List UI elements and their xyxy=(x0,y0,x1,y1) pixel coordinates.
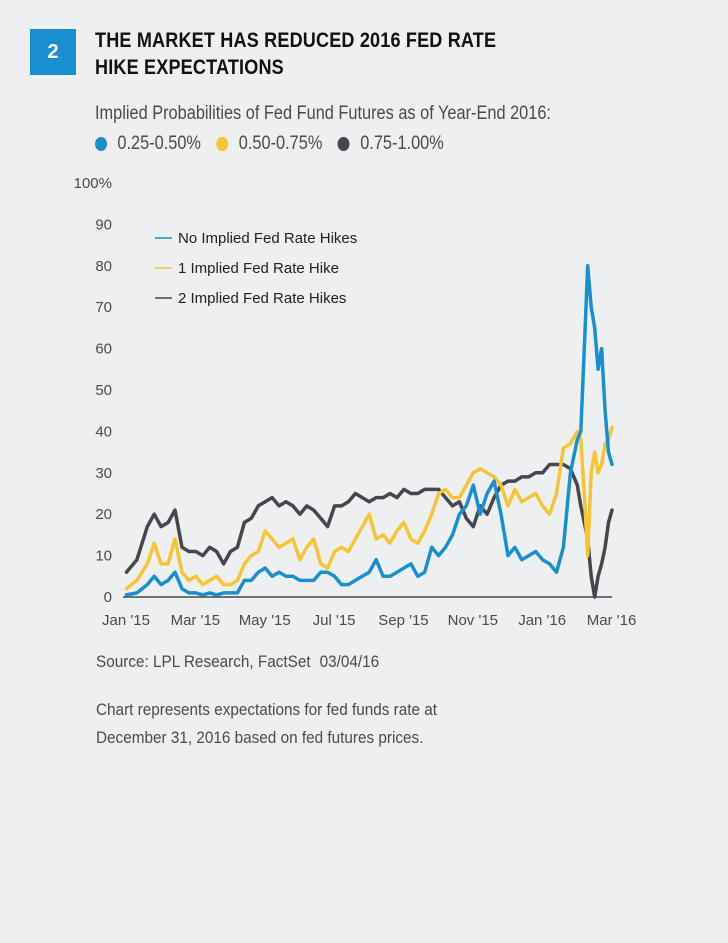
x-tick-label: Mar '15 xyxy=(171,612,221,629)
series-lines xyxy=(124,264,614,599)
y-axis-ticks: 0 10 20 30 40 50 60 70 80 90 100% xyxy=(74,175,112,606)
legend-label: No Implied Fed Rate Hikes xyxy=(178,230,357,247)
legend-label: 1 Implied Fed Rate Hike xyxy=(178,260,339,277)
rate-legend-label: 0.25-0.50% xyxy=(117,133,201,154)
legend-label: 2 Implied Fed Rate Hikes xyxy=(178,290,346,307)
source-text: Source: LPL Research, FactSet xyxy=(96,652,311,671)
y-tick-label: 0 xyxy=(104,589,112,606)
rate-legend-label: 0.75-1.00% xyxy=(360,133,444,154)
x-axis-ticks: Jan '15 Mar '15 May '15 Jul '15 Sep '15 Nov '… xyxy=(102,612,636,629)
y-tick-label: 100% xyxy=(74,175,112,192)
x-tick-label: Jul '15 xyxy=(313,612,356,629)
series-line-no-implied-fed-rate-hikes xyxy=(124,264,614,597)
y-tick-label: 40 xyxy=(95,423,112,440)
y-tick-label: 30 xyxy=(95,465,112,482)
y-tick-label: 80 xyxy=(95,258,112,275)
y-tick-label: 70 xyxy=(95,299,112,316)
chart-footnote: Chart represents expectations for fed fu… xyxy=(96,696,564,752)
y-tick-label: 20 xyxy=(95,506,112,523)
y-tick-label: 60 xyxy=(95,341,112,358)
rate-legend-item: 0.50-0.75% xyxy=(216,133,322,155)
chart-title-line-2: HIKE EXPECTATIONS xyxy=(95,56,284,79)
rate-legend-item: 0.75-1.00% xyxy=(337,133,444,155)
rate-legend-item: 0.25-0.50% xyxy=(95,133,201,155)
footnote-line-1: Chart represents expectations for fed fu… xyxy=(96,700,438,719)
x-tick-label: May '15 xyxy=(239,612,291,629)
footnote-line-2: December 31, 2016 based on fed futures p… xyxy=(96,728,424,747)
x-tick-label: Sep '15 xyxy=(378,612,428,629)
x-tick-label: Nov '15 xyxy=(448,612,498,629)
series-legend: No Implied Fed Rate Hikes 1 Implied Fed R… xyxy=(155,230,357,307)
series-line-1-implied-fed-rate-hike xyxy=(124,425,614,591)
series-line-2-implied-fed-rate-hikes xyxy=(124,462,614,599)
y-tick-label: 50 xyxy=(95,382,112,399)
x-tick-label: Jan '16 xyxy=(518,612,566,629)
chart-title-line-1: THE MARKET HAS REDUCED 2016 FED RATE xyxy=(95,29,497,52)
chart-title: THE MARKET HAS REDUCED 2016 FED RATE HIK… xyxy=(95,27,542,81)
rate-dot-icon xyxy=(337,137,350,151)
x-tick-label: Mar '16 xyxy=(587,612,637,629)
rate-dot-icon xyxy=(216,137,229,151)
y-tick-label: 90 xyxy=(95,216,112,233)
x-tick-label: Jan '15 xyxy=(102,612,150,629)
rate-legend: 0.25-0.50% 0.50-0.75% 0.75-1.00% xyxy=(95,133,459,155)
rate-dot-icon xyxy=(95,137,108,151)
source-note: Source: LPL Research, FactSet 03/04/16 xyxy=(96,652,379,672)
figure-number-badge: 2 xyxy=(30,29,76,75)
source-date: 03/04/16 xyxy=(319,652,380,671)
chart-subtitle: Implied Probabilities of Fed Fund Future… xyxy=(95,103,551,124)
rate-legend-label: 0.50-0.75% xyxy=(238,133,323,154)
y-tick-label: 10 xyxy=(95,548,112,565)
